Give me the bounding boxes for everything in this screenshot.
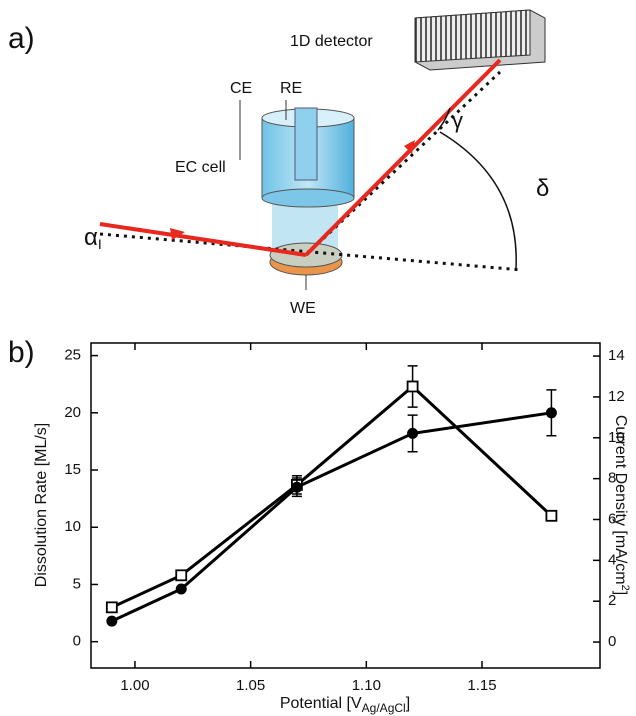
marker	[545, 407, 557, 419]
detector-label: 1D detector	[290, 33, 373, 50]
y-tick-label: 0	[73, 633, 81, 650]
delta-label: δ	[536, 175, 549, 202]
chart: b) Potential [VAg/AgCl] Dissolution Rate…	[8, 336, 631, 715]
x-axis-label: Potential [VAg/AgCl]	[280, 695, 410, 715]
y2-tick-label: 12	[608, 388, 625, 405]
alpha-sub: I	[98, 236, 102, 252]
y2-tick-label: 6	[608, 510, 616, 527]
marker	[106, 615, 118, 627]
marker	[406, 380, 419, 393]
panel-label: a)	[8, 22, 35, 55]
cell-label: EC cell	[175, 159, 226, 176]
re-electrode	[294, 107, 318, 181]
y2-tick-label: 14	[608, 347, 625, 364]
y-tick-label: 5	[73, 575, 81, 592]
marker	[175, 583, 187, 595]
marker	[407, 427, 419, 439]
beam-arrow	[404, 140, 415, 154]
marker	[291, 481, 303, 493]
cell-bottom	[261, 188, 355, 208]
ce-label: CE	[230, 80, 252, 97]
alpha: α	[84, 224, 98, 251]
beam-arrow	[170, 228, 185, 240]
diffracted-beam	[304, 58, 502, 257]
y-tick-label: 20	[64, 404, 81, 421]
y2-tick-label: 0	[608, 633, 616, 650]
y2-tick-label: 2	[608, 592, 616, 609]
y2-axis-label: Current Density [mA/cm2]	[612, 415, 631, 595]
y2-tick-label: 4	[608, 551, 616, 568]
gamma-label: γ	[452, 108, 463, 133]
y-tick-label: 10	[64, 518, 81, 535]
panel-label: b)	[8, 336, 35, 369]
y-tick-label: 25	[64, 347, 81, 364]
plot-frame	[90, 342, 601, 669]
y2-label-text: Current Density [mA/cm	[612, 415, 629, 585]
x-tick-label: 1.15	[467, 677, 496, 694]
gamma-arc	[437, 107, 451, 131]
marker	[175, 569, 188, 582]
marker	[105, 601, 118, 614]
detector	[414, 9, 531, 63]
we-label: WE	[290, 300, 316, 317]
marker	[545, 509, 558, 522]
y2-label-sup: 2	[619, 585, 631, 591]
alpha-label: αI	[84, 224, 102, 252]
x-tick-label: 1.10	[352, 677, 381, 694]
diagram: a) 1D detector CE RE EC cell WE αI γ δ	[8, 9, 549, 317]
re-label: RE	[280, 80, 302, 97]
y2-tick-label: 8	[608, 470, 616, 487]
incident-beam	[99, 222, 307, 257]
delta-arc	[439, 131, 517, 269]
x-label-text: Potential [V	[280, 695, 362, 712]
x-label-sub: Ag/AgCl	[362, 701, 406, 715]
y2-label-end: ]	[612, 591, 629, 595]
x-tick-label: 1.05	[236, 677, 265, 694]
y-axis-label: Dissolution Rate [ML/s]	[33, 423, 50, 588]
x-label-end: ]	[406, 695, 410, 712]
reference-line	[99, 232, 523, 272]
y2-tick-label: 10	[608, 429, 625, 446]
y-tick-label: 15	[64, 461, 81, 478]
x-tick-label: 1.00	[120, 677, 149, 694]
